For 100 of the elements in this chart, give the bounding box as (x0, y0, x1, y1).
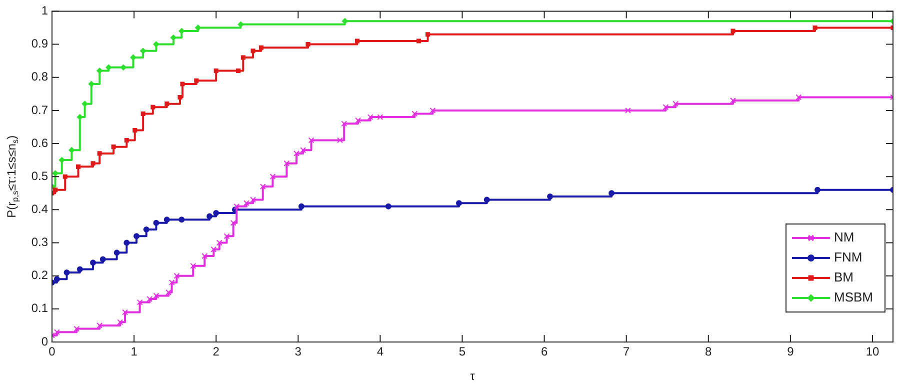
point (134, 233, 140, 240)
point (300, 147, 306, 154)
point (90, 161, 96, 166)
point (168, 279, 175, 286)
y-tick-label: 0.5 (31, 168, 48, 183)
point (243, 200, 250, 206)
point (426, 32, 430, 37)
point (730, 28, 736, 34)
point (124, 138, 129, 142)
y-tick-label: 0.3 (31, 235, 48, 250)
x-tick-label: 8 (705, 344, 712, 359)
y-tick-label: 0.9 (31, 36, 48, 51)
point (367, 114, 374, 120)
point (153, 220, 160, 226)
x-axis-title: τ (470, 369, 476, 384)
point (164, 216, 170, 223)
x-tick-label: 3 (294, 344, 302, 359)
point (76, 164, 81, 169)
point (240, 55, 246, 60)
point (258, 45, 264, 50)
point (662, 104, 669, 110)
point (143, 226, 150, 233)
point (814, 186, 821, 193)
point (341, 120, 348, 127)
point (355, 117, 362, 124)
point (812, 25, 818, 30)
point (111, 144, 116, 150)
point (150, 104, 156, 110)
point (174, 272, 180, 279)
point (385, 203, 392, 210)
point (547, 193, 554, 200)
point (62, 174, 68, 179)
point (416, 38, 422, 44)
x-tick-label: 7 (623, 344, 630, 359)
point (76, 266, 83, 272)
point (170, 34, 176, 41)
point (82, 100, 88, 107)
point (214, 68, 218, 74)
x-tick-label: 9 (787, 344, 794, 359)
point (250, 196, 256, 203)
point (284, 160, 290, 166)
point (270, 174, 276, 180)
point (216, 240, 222, 246)
point (68, 147, 75, 154)
x-tick-label: 6 (540, 344, 548, 359)
point (337, 137, 343, 144)
point (53, 188, 58, 192)
point (124, 240, 130, 246)
legend-label: BM (834, 270, 854, 285)
point (608, 190, 615, 196)
point (153, 41, 160, 48)
point (294, 150, 300, 156)
point (64, 270, 70, 276)
point (354, 38, 360, 44)
point (306, 42, 310, 47)
point (52, 170, 58, 176)
point (100, 256, 106, 262)
point (412, 110, 418, 117)
point (260, 184, 266, 190)
legend-label: NM (834, 230, 854, 245)
point (180, 82, 185, 86)
point (122, 309, 128, 316)
point (132, 128, 138, 133)
point (210, 246, 217, 252)
point (117, 319, 124, 326)
point (796, 94, 802, 100)
point (377, 114, 384, 120)
point (250, 48, 256, 54)
y-tick-label: 0.6 (31, 136, 48, 150)
y-axis-title: P(rp,s≤τ:1≤s≤ns) (4, 135, 20, 218)
x-tick-label: 5 (458, 344, 466, 359)
point (236, 68, 241, 74)
point (140, 111, 146, 116)
point (308, 137, 314, 144)
point (97, 151, 102, 156)
point (178, 94, 182, 100)
y-tick-label: 0.4 (31, 202, 48, 216)
y-tick-label: 0.1 (31, 301, 48, 316)
y-tick-label: 1 (41, 4, 48, 18)
point (178, 216, 185, 223)
point (194, 78, 199, 83)
point (202, 253, 208, 259)
point (430, 107, 436, 114)
point (672, 100, 679, 107)
point (224, 233, 230, 240)
point (54, 276, 60, 282)
legend-label: FNM (834, 250, 862, 265)
point (146, 296, 153, 302)
point (230, 220, 236, 226)
point (730, 98, 736, 104)
y-tick-label: 0.2 (31, 268, 48, 282)
point (298, 203, 304, 210)
x-tick-label: 1 (130, 344, 138, 359)
x-tick-label: 10 (866, 344, 880, 359)
y-tick-label: 0.8 (31, 70, 48, 84)
point (114, 250, 120, 256)
point (166, 289, 172, 296)
point (456, 200, 462, 206)
point (484, 196, 490, 203)
x-tick-label: 2 (212, 344, 220, 359)
